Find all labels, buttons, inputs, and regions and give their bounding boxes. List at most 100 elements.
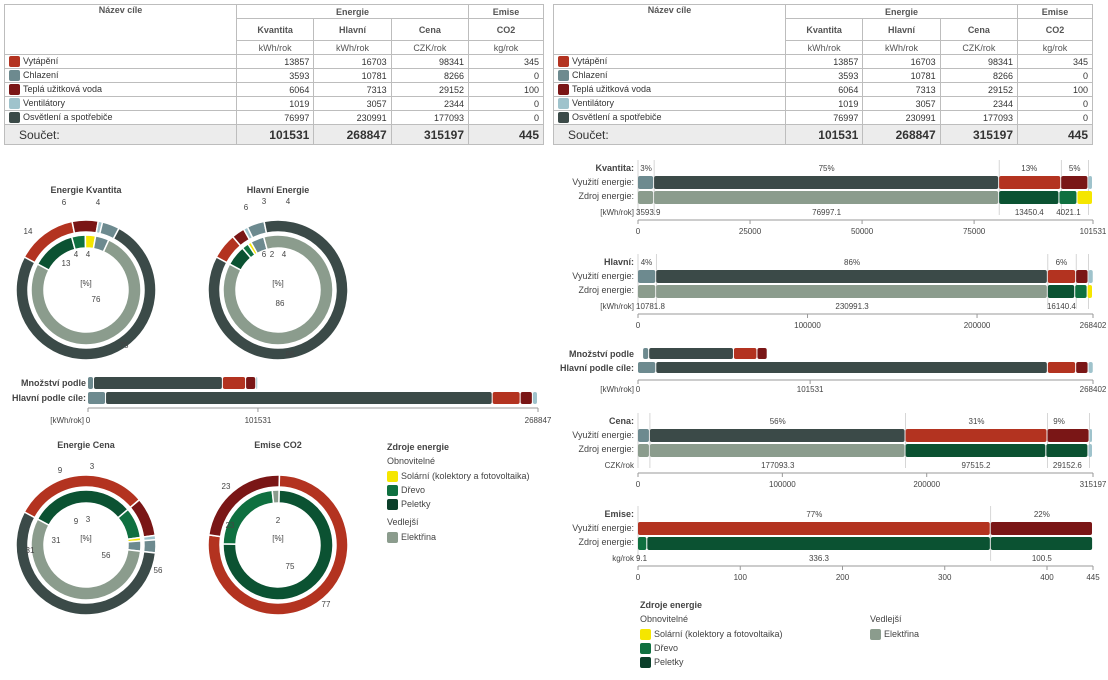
axis-tick-label: 445 <box>1086 573 1100 582</box>
axis-tick-label: 300 <box>938 573 952 582</box>
sum-cell: 315197 <box>939 124 1019 145</box>
stacked-bar-segment <box>94 377 222 389</box>
row-color-swatch <box>9 56 20 68</box>
donut-value-label: 4 <box>86 250 91 259</box>
goal-header: Název cíle <box>4 4 237 55</box>
sum-cell: 445 <box>468 124 544 145</box>
chart-area <box>638 413 1093 425</box>
row-color-swatch <box>558 84 569 96</box>
row-label-use: Využití energie: <box>572 271 634 281</box>
donut-value-label: 6 <box>262 250 267 259</box>
donut-value-label: 23 <box>222 482 231 491</box>
source-bar-segment <box>1059 191 1077 204</box>
donut-value-label: 2 <box>270 250 275 259</box>
axis-tick-label: 100 <box>734 573 748 582</box>
source-bar-segment <box>1087 285 1092 298</box>
value-label: 97515.2 <box>961 461 990 470</box>
stacked-bar-segment <box>1088 362 1093 373</box>
axis-tick-label: 0 <box>636 480 641 489</box>
sum-cell: 268847 <box>862 124 941 145</box>
row-label-use: Využití energie: <box>572 523 634 533</box>
donut-inner-segment <box>222 234 334 346</box>
donut-value-label: 56 <box>154 566 163 575</box>
use-bar-segment <box>999 176 1061 189</box>
solar-swatch <box>387 470 398 482</box>
donut-pct-label: [%] <box>272 279 284 288</box>
pellets-swatch <box>640 656 651 668</box>
donut-pct-label: [%] <box>80 279 92 288</box>
use-bar-segment <box>656 270 1047 283</box>
donut-inner-segment <box>30 518 142 601</box>
unit-header: kg/rok <box>468 40 544 55</box>
source-bar-segment <box>638 285 656 298</box>
axis-tick-label: 400 <box>1040 573 1054 582</box>
donut-value-label: 75 <box>120 341 129 350</box>
value-label: 9.1 <box>636 554 648 563</box>
legend-wood: Dřevo <box>654 643 679 653</box>
value-label: 177093.3 <box>761 461 795 470</box>
source-bar-segment <box>638 537 647 550</box>
use-bar-segment <box>1061 176 1088 189</box>
sum-row: Součet: 101531 268847 315197 445 <box>553 124 1093 145</box>
pellets-swatch <box>387 498 398 510</box>
source-bar-segment <box>654 191 999 204</box>
donut-pct-label: [%] <box>272 534 284 543</box>
stacked-bar-segment <box>222 377 246 389</box>
source-bar-segment <box>638 444 649 457</box>
use-bar-segment <box>905 429 1047 442</box>
donut-value-label: 9 <box>58 466 63 475</box>
donut-value-label: 76 <box>92 295 101 304</box>
co2-header: CO2 <box>1017 18 1093 41</box>
percent-label: 75% <box>819 164 835 173</box>
row-label-source: Zdroj energie: <box>578 285 634 295</box>
legend-title: Zdroje energie <box>640 600 703 610</box>
donut-title: Hlavní Energie <box>247 185 310 195</box>
axis-tick-label: 75000 <box>963 227 986 236</box>
source-bar-segment <box>905 444 1046 457</box>
axis-tick-label: 101531 <box>797 385 824 394</box>
axis-tick-label: 50000 <box>851 227 874 236</box>
legend-wood: Dřevo <box>401 485 426 495</box>
donut-value-label: 14 <box>24 227 33 236</box>
axis-tick-label: 100000 <box>794 321 821 330</box>
row-color-swatch <box>9 112 20 124</box>
chart-area <box>638 506 1093 518</box>
stacked-bar-segment <box>1047 362 1076 373</box>
sum-row: Součet: 101531 268847 315197 445 <box>4 124 544 145</box>
percent-label: 3% <box>640 164 652 173</box>
donut-inner-segment <box>271 489 280 505</box>
row-color-swatch <box>9 98 20 110</box>
row-color-swatch <box>558 70 569 82</box>
legend-solar: Solární (kolektory a fotovoltaika) <box>654 629 783 639</box>
axis-unit: kg/rok <box>612 554 635 563</box>
donut-inner-segment <box>222 489 334 601</box>
source-bar-segment <box>649 444 905 457</box>
axis-tick-label: 0 <box>86 416 91 425</box>
use-bar-segment <box>1047 429 1089 442</box>
source-bar-segment <box>1075 285 1087 298</box>
percent-label: 77% <box>806 510 822 519</box>
sum-cell: 445 <box>1017 124 1093 145</box>
stacked-bar-segment <box>246 377 256 389</box>
row-color-swatch <box>558 56 569 68</box>
value-label: 100.5 <box>1032 554 1053 563</box>
sum-cell: 315197 <box>390 124 470 145</box>
donut-value-label: 77 <box>322 600 331 609</box>
table-row: Teplá užitková voda 6064 7313 29152 100 <box>4 82 544 97</box>
use-bar-segment <box>1047 270 1076 283</box>
stacked-bar-segment <box>532 392 537 404</box>
source-bar-segment <box>638 191 654 204</box>
donut-outer-segment <box>15 510 157 616</box>
axis-tick-label: 268402 <box>1080 385 1107 394</box>
legend-renewable: Obnovitelné <box>387 456 436 466</box>
energy-table-left: Název cíle Energie Emise Kvantita Hlavní Cena… <box>4 4 544 145</box>
value-label: 4021.1 <box>1056 208 1081 217</box>
legend-renewable: Obnovitelné <box>640 614 689 624</box>
sum-cell: 101531 <box>235 124 315 145</box>
donut-outer-segment <box>15 227 157 361</box>
donut-value-label: 86 <box>276 299 285 308</box>
emise-header: Emise <box>468 4 544 19</box>
donut-value-label: 9 <box>74 517 79 526</box>
donut-value-label: 4 <box>286 197 291 206</box>
